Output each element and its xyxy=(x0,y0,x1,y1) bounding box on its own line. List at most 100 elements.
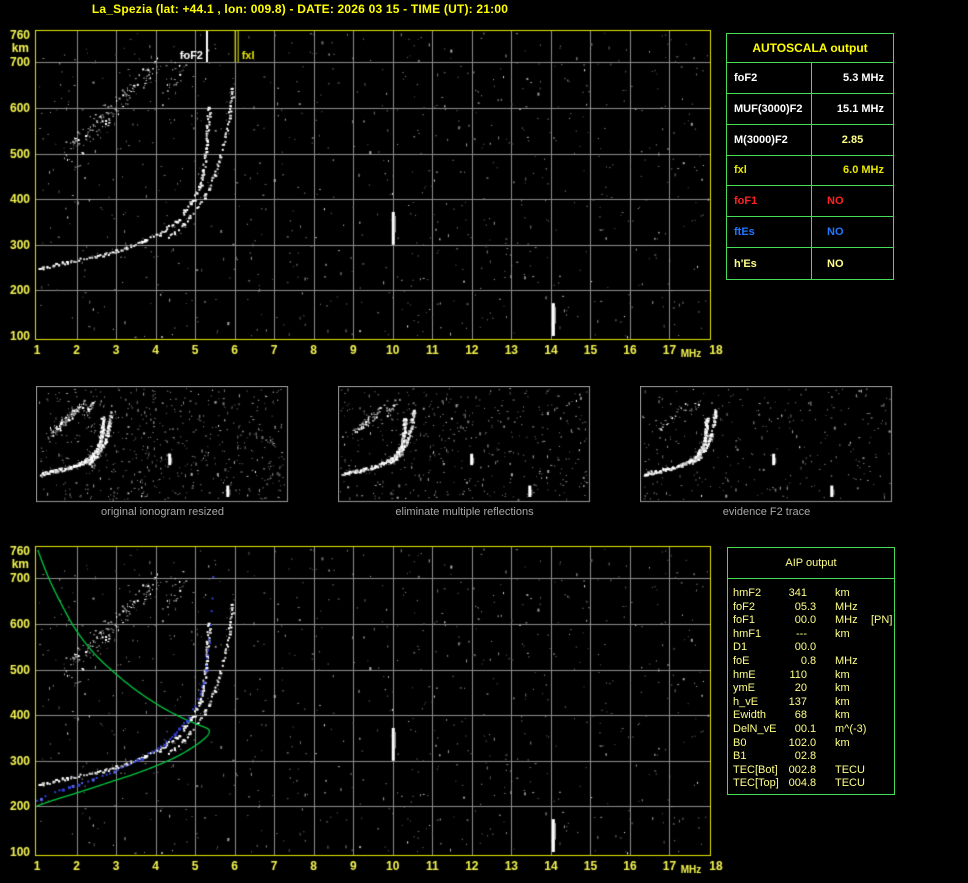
aip-unit: km xyxy=(835,695,850,708)
autoscala-row-label: M(3000)F2 xyxy=(727,124,812,155)
aip-output-table: AIP output hmF2 341 km foF2 05.3 MHz foF1 00.0 M… xyxy=(727,547,895,795)
thumbnail-original-ionogram xyxy=(36,386,289,503)
aip-row: TEC[Bot] 002.8 TECU xyxy=(733,764,894,778)
autoscala-row-muf3000f2: MUF(3000)F2 15.1 MHz xyxy=(727,93,893,125)
aip-row: ymE 20 km xyxy=(733,682,894,696)
autoscala-row-label: h'Es xyxy=(727,248,812,279)
thumbnail-eliminate-reflections xyxy=(338,386,591,503)
aip-unit: km xyxy=(835,668,850,681)
autoscala-row-label: foF1 xyxy=(727,186,812,217)
autoscala-row-label: ftEs xyxy=(727,217,812,248)
aip-row: hmF2 341 km xyxy=(733,587,894,601)
autoscala-row-label: foF2 xyxy=(727,63,812,93)
aip-int: 02 xyxy=(794,750,807,763)
aip-frac: .8 xyxy=(807,763,817,776)
autoscala-row-label: MUF(3000)F2 xyxy=(727,93,812,124)
autoscala-row-value: 6.0 MHz xyxy=(843,164,884,177)
aip-row: TEC[Top] 004.8 TECU xyxy=(733,777,894,791)
aip-int: 05 xyxy=(794,600,807,613)
aip-row: B0 102.0 km xyxy=(733,737,894,751)
autoscala-row-hes: h'Es NO xyxy=(727,248,893,279)
aip-row: D1 00.0 xyxy=(733,641,894,655)
autoscala-row-value: NO xyxy=(827,195,844,208)
aip-int: 00 xyxy=(794,641,807,654)
aip-frac: .0 xyxy=(807,641,817,654)
aip-frac xyxy=(807,628,820,642)
aip-unit: TECU xyxy=(835,777,865,790)
aip-unit: km xyxy=(835,587,850,599)
aip-extra: [PN] xyxy=(871,614,893,627)
aip-row: Ewidth 68 km xyxy=(733,709,894,723)
autoscala-row-m3000f2: M(3000)F2 2.85 xyxy=(727,124,893,156)
aip-label: hmE xyxy=(733,668,756,681)
aip-frac xyxy=(807,682,820,696)
aip-int: 110 xyxy=(789,668,807,681)
aip-frac xyxy=(807,587,820,601)
autoscala-row-fof2: foF2 5.3 MHz xyxy=(727,63,893,94)
aip-unit: MHz xyxy=(835,600,858,613)
aip-row: DelN_vE 00.1 m^(-3) xyxy=(733,723,894,737)
thumbnail-evidence-f2-trace xyxy=(640,386,893,503)
aip-row: B1 02.8 xyxy=(733,750,894,764)
aip-unit: km xyxy=(835,736,850,749)
aip-label: DelN_vE xyxy=(733,722,777,735)
aip-frac: .8 xyxy=(807,654,817,667)
autoscala-row-value: 5.3 MHz xyxy=(843,71,884,84)
aip-int: 0 xyxy=(800,654,807,667)
aip-frac: .8 xyxy=(807,777,817,790)
aip-unit xyxy=(835,750,869,764)
aip-int: 00 xyxy=(794,722,807,735)
aip-label: B0 xyxy=(733,736,747,749)
aip-frac: .0 xyxy=(807,736,817,749)
aip-row: hmE 110 km xyxy=(733,669,894,683)
aip-frac: .8 xyxy=(807,750,817,763)
aip-label: B1 xyxy=(733,750,747,763)
aip-unit: km xyxy=(835,709,850,722)
aip-table-header: AIP output xyxy=(728,548,894,579)
aip-label: D1 xyxy=(733,641,748,654)
bottom-ionogram-plot xyxy=(0,538,732,883)
aip-frac xyxy=(807,709,820,723)
aip-table-body: hmF2 341 km foF2 05.3 MHz foF1 00.0 MHz [PN] hmF1-… xyxy=(728,579,894,791)
aip-unit xyxy=(835,641,869,655)
aip-label: Ewidth xyxy=(733,709,767,722)
aip-unit: MHz xyxy=(835,654,858,667)
aip-int: 004 xyxy=(788,777,807,790)
aip-int: 68 xyxy=(794,709,807,722)
aip-frac: .1 xyxy=(807,722,817,735)
top-ionogram-plot xyxy=(0,22,732,367)
aip-label: foF2 xyxy=(733,600,756,613)
autoscala-row-value: 2.85 xyxy=(841,133,864,146)
autoscala-row-ftes: ftEs NO xyxy=(727,217,893,249)
aip-row: h_vE 137 km xyxy=(733,696,894,710)
page-title: La_Spezia (lat: +44.1 , lon: 009.8) - DA… xyxy=(91,2,509,16)
aip-row: foF2 05.3 MHz xyxy=(733,601,894,615)
autoscala-row-fxl: fxl 6.0 MHz xyxy=(727,155,893,187)
aip-label: ymE xyxy=(733,682,755,695)
aip-int: 102 xyxy=(788,736,807,749)
aip-int: 00 xyxy=(794,614,807,627)
aip-label: foE xyxy=(733,654,750,667)
aip-int: 137 xyxy=(788,695,807,708)
autoscala-row-value: NO xyxy=(827,257,844,270)
aip-unit: km xyxy=(835,682,850,695)
autoscala-table-header: AUTOSCALA output xyxy=(727,34,893,63)
autoscala-row-value: NO xyxy=(827,226,844,239)
aip-int: 002 xyxy=(788,763,807,776)
aip-label: hmF2 xyxy=(733,587,762,599)
aip-frac: .3 xyxy=(807,600,817,613)
aip-unit: MHz xyxy=(835,614,858,627)
aip-label: TEC[Bot] xyxy=(733,763,778,776)
autoscala-row-fof1: foF1 NO xyxy=(727,186,893,218)
thumbnail-caption: evidence F2 trace xyxy=(722,506,811,518)
thumbnail-caption: eliminate multiple reflections xyxy=(395,506,534,518)
aip-int: 341 xyxy=(788,587,807,599)
aip-int: --- xyxy=(796,627,807,640)
aip-unit: m^(-3) xyxy=(835,722,867,735)
autoscala-output-table: AUTOSCALA output foF2 5.3 MHz MUF(3000)F… xyxy=(726,33,894,280)
thumbnail-caption: original ionogram resized xyxy=(101,506,224,518)
aip-label: hmF1 xyxy=(733,627,762,640)
aip-row: hmF1 --- km xyxy=(733,628,894,642)
aip-unit: TECU xyxy=(835,763,865,776)
